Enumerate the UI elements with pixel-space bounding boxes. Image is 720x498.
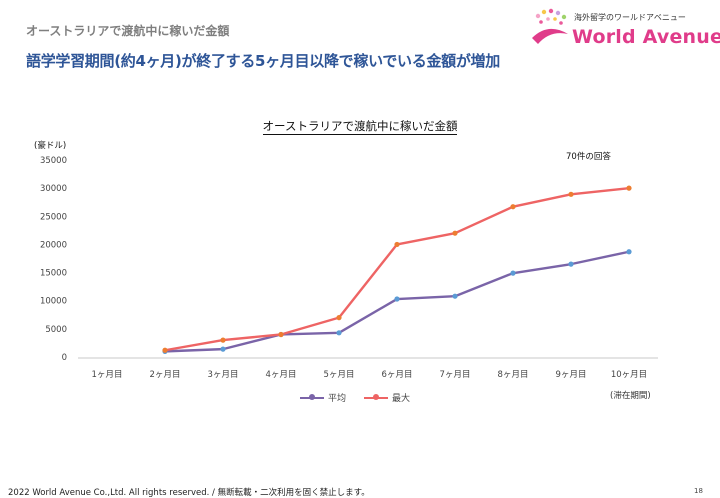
series-line-maximum	[164, 186, 630, 352]
data-point-maximum	[336, 315, 342, 321]
x-tick-label: 10ヶ月目	[611, 370, 647, 380]
page-number: 18	[694, 487, 703, 495]
legend-swatch-average	[300, 393, 324, 400]
y-tick-label: 0	[62, 353, 67, 363]
y-tick-label: 25000	[40, 212, 67, 222]
x-tick-label: 2ヶ月目	[150, 370, 181, 380]
x-tick-label: 4ヶ月目	[266, 370, 297, 380]
data-point-maximum	[568, 191, 574, 197]
x-tick-label: 1ヶ月目	[92, 370, 123, 380]
data-point-average	[394, 296, 400, 302]
data-point-average	[220, 346, 226, 352]
legend-label-average: 平均	[328, 394, 347, 404]
logo-text: World Avenue	[572, 26, 720, 48]
legend-swatch-maximum	[364, 393, 389, 400]
data-point-average	[510, 270, 516, 276]
x-tick-label: 3ヶ月目	[208, 370, 239, 380]
headline: 語学学習期間(約4ヶ月)が終了する5ヶ月目以降で稼いでいる金額が増加	[26, 52, 500, 70]
y-tick-label: 30000	[40, 184, 67, 194]
y-tick-label: 20000	[40, 240, 67, 250]
y-tick-label: 15000	[40, 269, 67, 279]
legend-label-maximum: 最大	[392, 394, 411, 404]
chart-legend: 平均 最大	[300, 391, 410, 404]
chart-title-text: オーストラリアで渡航中に稼いだ金額	[262, 119, 458, 135]
x-tick-label: 7ヶ月目	[440, 370, 471, 380]
data-point-average	[336, 330, 342, 336]
response-count-annotation: 70件の回答	[566, 152, 611, 162]
x-tick-label: 9ヶ月目	[556, 370, 587, 380]
legend-item-average: 平均	[300, 391, 346, 404]
data-point-maximum	[452, 230, 458, 236]
y-axis-unit-label: (豪ドル)	[34, 141, 67, 151]
y-tick-label: 5000	[45, 325, 67, 335]
data-point-average	[568, 261, 574, 267]
x-tick-label: 8ヶ月目	[498, 370, 529, 380]
copyright-footer: 2022 World Avenue Co.,Ltd. All rights re…	[8, 488, 370, 498]
data-point-maximum	[394, 241, 400, 248]
y-tick-label: 35000	[40, 156, 67, 166]
legend-item-maximum: 最大	[364, 391, 410, 404]
data-point-maximum	[626, 185, 632, 191]
world-avenue-logo[interactable]: 海外留学のワールドアベニュー World Avenue	[528, 6, 720, 52]
data-point-average	[626, 249, 632, 255]
x-tick-label: 6ヶ月目	[382, 370, 413, 380]
logo-tagline: 海外留学のワールドアベニュー	[574, 13, 686, 22]
page-title: オーストラリアで渡航中に稼いだ金額	[26, 24, 230, 38]
data-point-maximum	[162, 347, 168, 353]
data-point-maximum	[220, 337, 226, 343]
chart-title: オーストラリアで渡航中に稼いだ金額	[0, 118, 720, 135]
data-point-maximum	[278, 331, 284, 338]
x-axis-unit-label: (滞在期間)	[610, 391, 651, 401]
data-point-average	[452, 293, 458, 299]
logo-mark-icon	[532, 8, 568, 44]
x-tick-label: 5ヶ月目	[324, 370, 355, 380]
y-tick-label: 10000	[40, 297, 67, 307]
data-point-maximum	[510, 204, 516, 210]
